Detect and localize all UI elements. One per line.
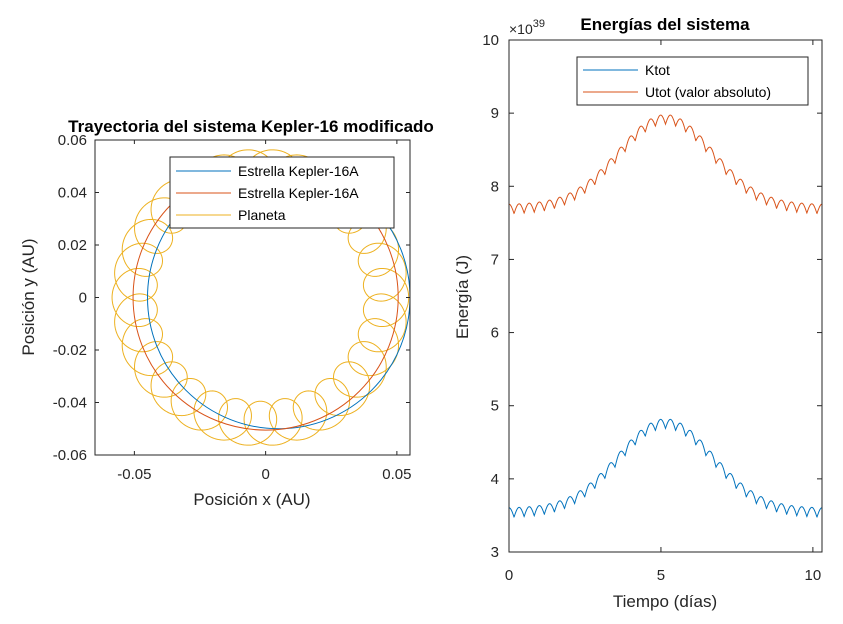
y-tick-label: 6 <box>491 325 499 342</box>
y-tick-label: 0.06 <box>58 132 87 149</box>
legend-label-star-b: Estrella Kepler-16A <box>238 185 359 201</box>
y-tick-label: -0.04 <box>53 395 87 412</box>
y-tick-label: 0.04 <box>58 185 87 202</box>
ktot-line <box>509 418 822 518</box>
trajectory-legend: Estrella Kepler-16A Estrella Kepler-16A … <box>169 156 395 229</box>
y-tick-label: 9 <box>491 105 499 122</box>
x-tick-label: 0 <box>261 466 269 483</box>
x-tick-label: 0 <box>505 567 513 584</box>
trajectory-x-ticks: -0.05 0 0.05 <box>117 140 411 483</box>
y-tick-label: 3 <box>491 544 499 561</box>
x-tick-label: 0.05 <box>382 466 411 483</box>
legend-label-star-a: Estrella Kepler-16A <box>238 163 359 179</box>
trajectory-chart: Trayectoria del sistema Kepler-16 modifi… <box>19 117 434 509</box>
trajectory-x-label: Posición x (AU) <box>193 490 310 509</box>
legend-label-ktot: Ktot <box>645 62 670 78</box>
energy-axes-box <box>508 39 823 553</box>
y-tick-label: 10 <box>482 32 499 49</box>
legend-label-utot: Utot (valor absoluto) <box>645 84 771 100</box>
y-tick-label: -0.06 <box>53 447 87 464</box>
energy-legend-box <box>576 56 809 106</box>
energy-exponent: ×1039 <box>509 18 545 37</box>
y-tick-label: 7 <box>491 251 499 268</box>
energy-series <box>509 114 822 518</box>
energy-x-ticks: 0 5 10 <box>505 40 821 584</box>
y-tick-label: 0.02 <box>58 237 87 254</box>
energy-chart: ×1039 Energías del sistema 0 5 10 3 4 5 6 7 8 9 1… <box>453 15 823 611</box>
trajectory-title: Trayectoria del sistema Kepler-16 modifi… <box>68 117 434 136</box>
energy-title: Energías del sistema <box>580 15 750 34</box>
y-tick-label: 8 <box>491 178 499 195</box>
y-tick-label: 0 <box>79 290 87 307</box>
energy-y-ticks: 3 4 5 6 7 8 9 10 <box>482 32 822 561</box>
x-tick-label: 10 <box>805 567 822 584</box>
trajectory-y-label: Posición y (AU) <box>19 238 38 355</box>
energy-legend: Ktot Utot (valor absoluto) <box>576 56 809 106</box>
x-tick-label: 5 <box>657 567 665 584</box>
legend-label-planet: Planeta <box>238 207 286 223</box>
y-tick-label: -0.02 <box>53 342 87 359</box>
x-tick-label: -0.05 <box>117 466 151 483</box>
y-tick-label: 4 <box>491 471 499 488</box>
y-tick-label: 5 <box>491 398 499 415</box>
trajectory-y-ticks: -0.06 -0.04 -0.02 0 0.02 0.04 0.06 <box>53 132 410 464</box>
energy-y-label: Energía (J) <box>453 255 472 339</box>
energy-x-label: Tiempo (días) <box>613 592 717 611</box>
utot-line <box>509 114 822 215</box>
